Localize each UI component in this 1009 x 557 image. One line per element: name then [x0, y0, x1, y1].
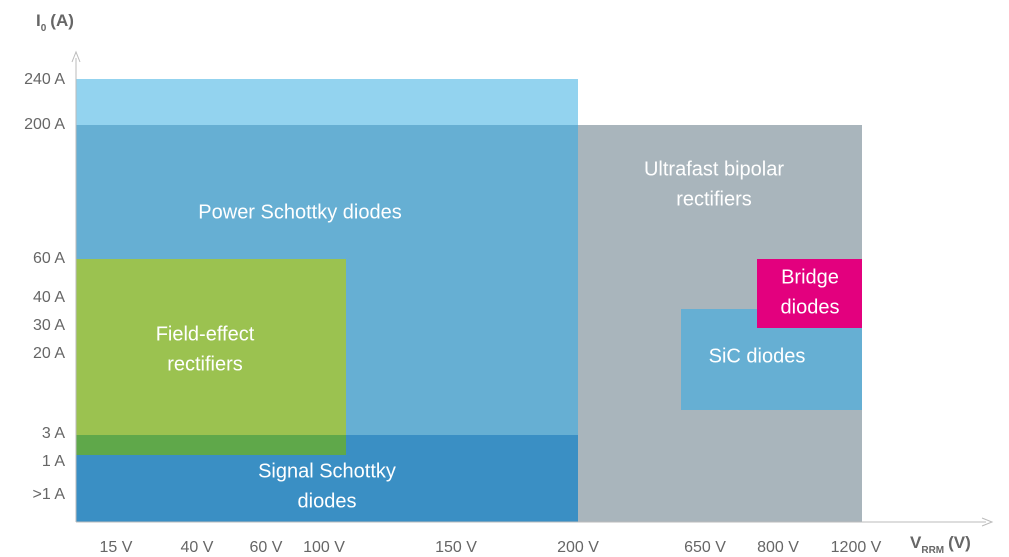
x-tick-label: 150 V: [435, 539, 477, 556]
overlap-area: [76, 435, 346, 455]
region-label: SiC diodes: [709, 345, 806, 367]
high-current-band: [76, 79, 578, 125]
region-label: Ultrafast bipolar: [644, 158, 784, 180]
region-label: Field-effect: [156, 323, 255, 345]
y-tick-label: 40 A: [33, 289, 65, 306]
x-tick-label: 200 V: [557, 539, 599, 556]
y-axis-title: I0 (A): [36, 11, 74, 33]
y-tick-label: 1 A: [42, 453, 65, 470]
y-tick-label: 60 A: [33, 250, 65, 267]
x-axis-title: VRRM (V): [910, 533, 971, 555]
y-tick-label: 3 A: [42, 425, 65, 442]
x-tick-label: 650 V: [684, 539, 726, 556]
region-label: Signal Schottky: [258, 460, 396, 482]
bridge-area: [757, 259, 862, 328]
y-tick-label: >1 A: [33, 486, 66, 503]
region-label: diodes: [298, 490, 357, 512]
y-tick-label: 20 A: [33, 345, 65, 362]
x-tick-label: 15 V: [100, 539, 133, 556]
region-label: rectifiers: [167, 353, 243, 375]
y-tick-label: 200 A: [24, 116, 65, 133]
x-tick-label: 40 V: [181, 539, 214, 556]
x-tick-label: 800 V: [757, 539, 799, 556]
y-tick-label: 240 A: [24, 71, 65, 88]
labels: 240 A 200 A 60 A 40 A 30 A 20 A 3 A 1 A >1 A 15 V…: [24, 71, 882, 556]
region-label: Bridge: [781, 266, 839, 288]
region-label: diodes: [781, 296, 840, 318]
region-label: rectifiers: [676, 188, 752, 210]
x-tick-label: 100 V: [303, 539, 345, 556]
y-tick-label: 30 A: [33, 317, 65, 334]
field-effect-area: [76, 259, 346, 435]
x-arrow: [981, 517, 994, 527]
y-arrow: [71, 50, 81, 63]
x-tick-label: 1200 V: [831, 539, 882, 556]
region-label: Power Schottky diodes: [198, 201, 401, 223]
x-tick-label: 60 V: [250, 539, 283, 556]
